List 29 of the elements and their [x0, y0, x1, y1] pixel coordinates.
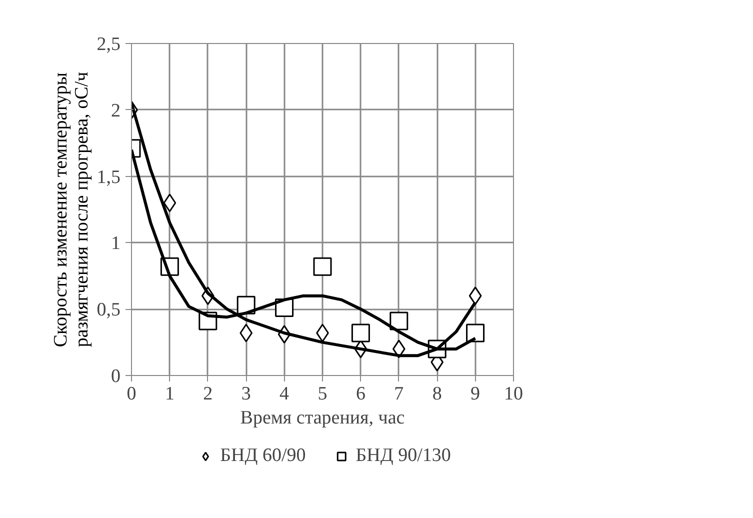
point: [468, 286, 482, 306]
x-tick-label: 7: [394, 384, 404, 404]
y-axis-title: Скорость изменение температуры размягчения после прогрева, оС/ч: [50, 71, 92, 348]
y-tick-label: 0,5: [96, 300, 120, 321]
point: [240, 324, 253, 342]
x-tick-label: 5: [318, 384, 328, 404]
legend-label: БНД 60/90: [220, 445, 306, 467]
y-tick-label: 2: [111, 100, 120, 122]
x-tick-label: 8: [432, 384, 442, 404]
point: [392, 340, 406, 358]
x-tick-label: 0: [126, 384, 136, 404]
point: [163, 194, 176, 212]
x-tick-label: 3: [241, 384, 251, 404]
x-axis-title: Время старения, час: [240, 408, 405, 428]
x-tick-label: 4: [280, 384, 290, 404]
y-tick-label: 1,5: [96, 166, 120, 188]
y-tick-label: 2,5: [96, 34, 120, 55]
x-tick-label: 10: [504, 384, 523, 404]
point: [351, 324, 370, 342]
point: [466, 324, 485, 342]
point: [313, 257, 332, 276]
x-tick-label: 9: [470, 384, 480, 404]
x-tick-label: 1: [164, 384, 174, 404]
point: [390, 312, 408, 330]
legend-label: БНД 90/130: [356, 445, 451, 467]
x-tick-label: 6: [356, 384, 366, 404]
y-tick-label: 0: [111, 366, 120, 387]
x-tick-label: 2: [203, 384, 213, 404]
y-tick-label: 1: [111, 233, 120, 254]
